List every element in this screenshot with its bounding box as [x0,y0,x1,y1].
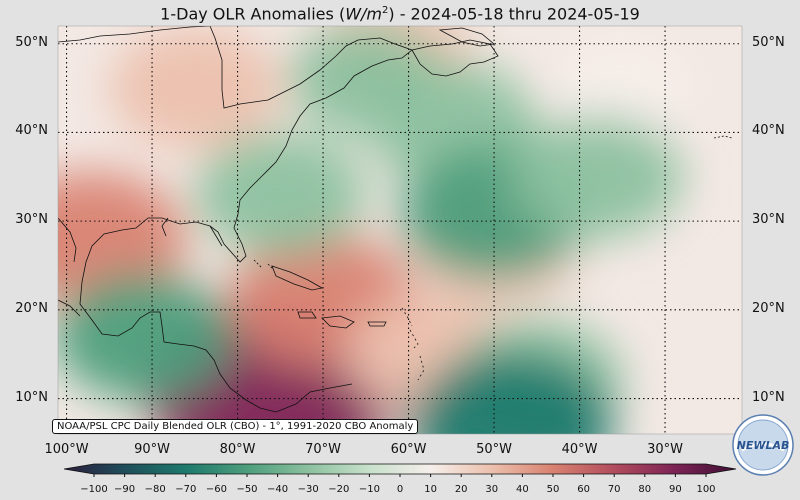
graticule [58,26,742,434]
colorbar-tick-label: −70 [175,484,197,495]
latitude-label-right: 40°N [752,123,785,139]
longitude-label: 60°W [390,442,427,457]
colorbar-tick-label: −100 [80,484,108,495]
longitude-label: 30°W [647,442,683,457]
colorbar-tick-label: 100 [696,484,716,495]
data-source-label: NOAA/PSL CPC Daily Blended OLR (CBO) - 1… [52,419,419,434]
colorbar-tick-label: 40 [516,484,529,495]
latitude-label-right: 20°N [752,300,785,316]
positive-anomaly-region [109,27,281,150]
colorbar-tick-label: −60 [205,484,227,495]
colorbar-tick-label: 90 [669,484,682,495]
colorbar-tick-label: 50 [546,484,560,495]
map-title: 1-Day OLR Anomalies (W/m2) - 2024-05-18 … [160,4,640,24]
latitude-label-left: 10°N [15,389,48,405]
colorbar-tick-label: 10 [424,484,437,495]
latitude-label-left: 30°N [15,212,48,228]
latitude-label-left: 50°N [15,34,48,50]
colorbar-tick-label: −10 [358,484,380,495]
coastlines [58,26,733,413]
svg-text:NEWLAB: NEWLAB [737,439,790,452]
negative-anomaly-region [511,115,683,238]
colorbar-tick-label: −40 [267,484,289,495]
newlab-logo: NEWLAB [732,414,794,476]
colorbar [63,463,737,477]
colorbar-tick-label: 20 [454,484,468,495]
longitude-label: 100°W [44,442,89,457]
latitude-label-right: 10°N [752,389,785,405]
longitude-label: 50°W [476,442,512,457]
colorbar-tick-label: −80 [144,484,166,495]
colorbar-tick-label: 0 [396,484,404,495]
positive-anomaly-region [58,171,186,306]
negative-anomaly-region [58,272,234,401]
longitude-label: 80°W [219,442,256,457]
colorbar-tick-label: 80 [638,484,652,495]
colorbar-tick-label: −20 [328,484,350,495]
negative-anomaly-region [408,352,614,434]
colorbar-tick-label: 60 [577,484,590,495]
latitude-label-right: 30°N [752,212,785,228]
positive-anomaly-region [553,39,691,138]
latitude-label-right: 50°N [752,34,785,50]
colorbar-tick-label: −30 [297,484,319,495]
colorbar-tick-label: −50 [236,484,258,495]
latitude-label-left: 20°N [15,300,48,316]
longitude-label: 90°W [134,442,170,457]
colorbar-tick-label: 30 [485,484,499,495]
colorbar-tick-label: −90 [114,484,136,495]
colorbar-tick-label: 70 [607,484,621,495]
longitude-label: 40°W [561,442,598,457]
latitude-label-left: 40°N [15,123,48,139]
longitude-label: 70°W [305,442,341,457]
